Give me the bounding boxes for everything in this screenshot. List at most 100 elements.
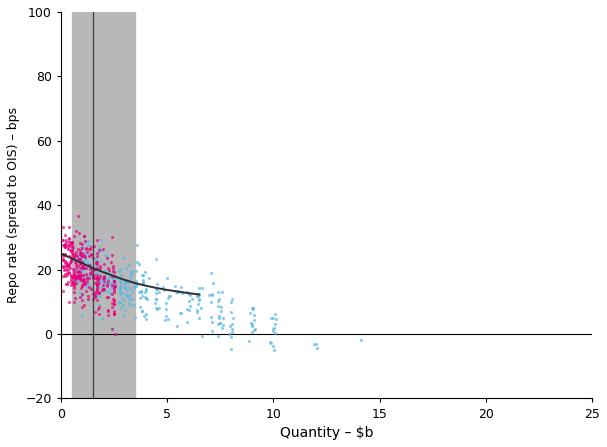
Point xyxy=(103,312,113,319)
Point xyxy=(152,306,162,313)
Point xyxy=(61,259,70,266)
Point xyxy=(72,279,81,287)
Point xyxy=(66,260,75,267)
Point xyxy=(92,258,101,265)
Point xyxy=(75,275,85,283)
Point xyxy=(67,246,76,253)
Point xyxy=(100,280,109,287)
Point xyxy=(93,249,103,256)
Point xyxy=(69,253,78,261)
Point xyxy=(120,284,129,291)
Point xyxy=(116,305,126,312)
Point xyxy=(194,290,204,297)
Point xyxy=(194,291,204,299)
Point xyxy=(76,272,86,279)
Point xyxy=(89,266,98,273)
Point xyxy=(92,273,101,280)
Point xyxy=(64,262,74,270)
Point xyxy=(213,333,223,340)
Point xyxy=(266,339,276,346)
Point xyxy=(101,274,110,281)
Point xyxy=(67,275,76,282)
Point xyxy=(67,248,76,255)
Point xyxy=(95,288,104,295)
Point xyxy=(110,330,120,337)
Point xyxy=(192,308,202,315)
Point xyxy=(71,264,81,271)
Point xyxy=(137,292,147,299)
Point xyxy=(61,250,70,257)
Point xyxy=(86,252,96,259)
Point xyxy=(109,286,118,293)
Point xyxy=(58,256,68,263)
Point xyxy=(114,299,124,306)
Point xyxy=(75,255,85,262)
Point xyxy=(95,290,104,297)
Point xyxy=(158,283,168,291)
Point xyxy=(100,266,109,274)
Point xyxy=(184,306,194,313)
Point xyxy=(90,266,100,273)
Point xyxy=(80,281,89,288)
Point xyxy=(163,294,172,301)
Point xyxy=(172,289,181,296)
Point xyxy=(131,282,141,289)
Point xyxy=(75,272,85,279)
Point xyxy=(64,224,73,231)
Point xyxy=(109,310,119,317)
Point xyxy=(268,327,278,334)
Point xyxy=(78,265,87,272)
Point xyxy=(134,289,144,296)
Point xyxy=(73,278,83,285)
Point xyxy=(85,271,95,278)
Point xyxy=(116,266,126,273)
Point xyxy=(214,312,224,320)
Point xyxy=(115,286,125,293)
Point xyxy=(152,281,161,288)
Point xyxy=(80,238,90,245)
Point xyxy=(187,295,197,303)
Point xyxy=(67,253,76,260)
Point xyxy=(95,262,105,269)
Point xyxy=(109,301,119,308)
Point xyxy=(63,261,73,268)
Point xyxy=(83,258,92,265)
Point xyxy=(108,295,118,302)
Point xyxy=(69,232,79,240)
Point xyxy=(268,343,277,350)
Point xyxy=(109,269,119,276)
Point xyxy=(92,282,102,289)
Point xyxy=(104,287,114,295)
Point xyxy=(115,299,124,307)
Point xyxy=(60,240,70,247)
Point xyxy=(109,278,119,285)
Point xyxy=(77,245,87,252)
Point xyxy=(78,272,88,279)
Point xyxy=(151,285,161,292)
Point xyxy=(99,286,109,293)
Point xyxy=(62,262,72,269)
Point xyxy=(123,278,132,285)
Point xyxy=(69,278,78,286)
Point xyxy=(60,270,70,278)
Point xyxy=(248,304,257,311)
Point xyxy=(69,288,79,295)
Point xyxy=(88,274,98,281)
Point xyxy=(77,249,87,256)
Point xyxy=(61,280,70,287)
Point xyxy=(67,278,76,285)
Point xyxy=(91,260,101,267)
Point xyxy=(137,287,146,295)
Point xyxy=(63,265,72,272)
Point xyxy=(89,254,98,261)
Point xyxy=(266,339,276,346)
Point xyxy=(80,253,90,261)
Point xyxy=(104,278,114,285)
Point xyxy=(64,270,74,277)
Point xyxy=(63,243,73,250)
Point xyxy=(110,283,120,290)
Point xyxy=(228,295,237,303)
Point xyxy=(69,280,78,287)
Point xyxy=(59,257,69,264)
Point xyxy=(97,247,106,254)
